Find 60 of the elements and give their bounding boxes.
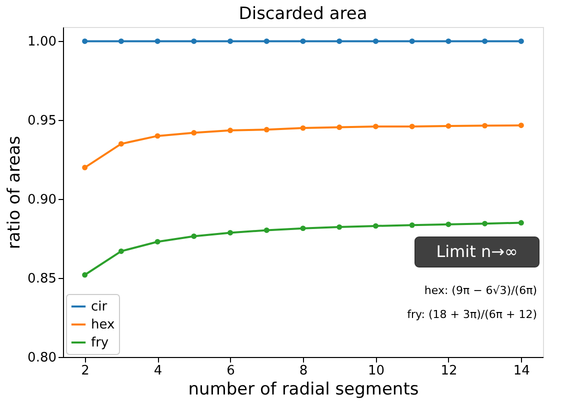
point [482, 220, 488, 226]
point [446, 38, 452, 44]
x-tick-label: 8 [299, 364, 308, 378]
point [372, 223, 378, 229]
y-tick-label: 1.00 [28, 34, 56, 50]
point [191, 38, 197, 44]
point [118, 141, 124, 147]
x-axis-title: number of radial segments [188, 380, 419, 400]
point [264, 126, 270, 132]
point [191, 233, 197, 239]
point [336, 38, 342, 44]
point [372, 38, 378, 44]
annotation: fry: (18 + 3π)/(6π + 12) [407, 308, 537, 321]
point [82, 38, 88, 44]
point [372, 124, 378, 130]
annotation: hex: (9π − 6√3)/(6π) [424, 284, 537, 297]
annotation: Limit n→∞ [436, 242, 518, 261]
point [264, 227, 270, 233]
y-tick-label: 0.90 [28, 192, 56, 208]
point [518, 122, 524, 128]
point [82, 164, 88, 170]
y-axis-title: ratio of areas [4, 136, 25, 250]
x-tick-label: 6 [226, 364, 235, 378]
legend-label: cir [91, 300, 108, 314]
point [300, 38, 306, 44]
point [228, 128, 234, 134]
point [300, 226, 306, 232]
point [228, 230, 234, 236]
point [482, 122, 488, 128]
point [82, 272, 88, 278]
point [409, 38, 415, 44]
point [336, 224, 342, 230]
point [446, 222, 452, 228]
point [409, 222, 415, 228]
point [264, 38, 270, 44]
legend-label: hex [91, 318, 116, 332]
x-tick-label: 14 [513, 364, 530, 378]
point [482, 38, 488, 44]
point [154, 38, 160, 44]
point [154, 239, 160, 244]
x-tick-label: 12 [440, 364, 458, 378]
x-tick-label: 2 [81, 364, 90, 378]
point [300, 125, 306, 131]
x-tick-label: 10 [368, 364, 384, 378]
legend-label: fry [91, 336, 109, 350]
point [191, 130, 197, 136]
point [118, 38, 124, 44]
point [518, 220, 524, 226]
y-tick-label: 0.85 [28, 272, 56, 287]
point [446, 123, 452, 129]
y-tick-label: 0.80 [28, 350, 56, 366]
point [154, 133, 160, 139]
point [228, 38, 234, 44]
point [118, 248, 124, 254]
point [409, 124, 415, 130]
point [518, 38, 524, 44]
chart-title: Discarded area [238, 4, 368, 24]
x-tick-label: 4 [154, 364, 162, 378]
y-tick-label: 0.95 [28, 114, 56, 129]
point [336, 124, 342, 130]
